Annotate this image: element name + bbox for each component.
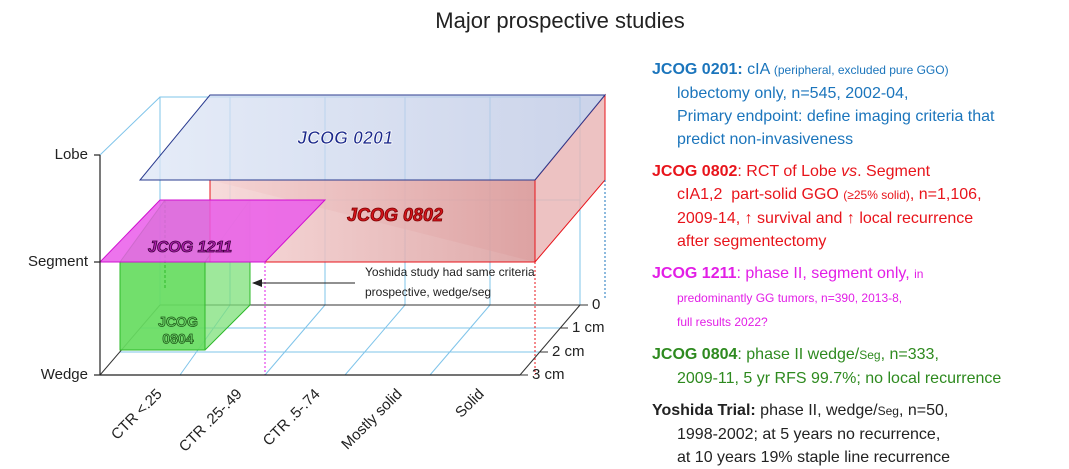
study-line: 2009-11, 5 yr RFS 99.7%; no local recurr… bbox=[652, 367, 1067, 390]
arrow-head bbox=[252, 279, 262, 287]
study-line: lobectomy only, n=545, 2002-04, bbox=[652, 82, 1067, 105]
depth-label: 3 cm bbox=[532, 366, 565, 383]
study-text: , n=1,106, bbox=[909, 186, 982, 203]
box-label: 0804 bbox=[162, 331, 193, 347]
study-text: 1998-2002; at 5 years no recurrence, bbox=[677, 426, 941, 443]
x-category-label: Mostly solid bbox=[338, 386, 405, 453]
study-text: full results 2022? bbox=[677, 315, 768, 329]
study-line: predominantly GG tumors, n=390, 2013-8, bbox=[652, 286, 1067, 310]
study-text: : RCT of Lobe bbox=[737, 163, 842, 180]
study-text: 2009-11, 5 yr RFS 99.7%; no local recurr… bbox=[677, 370, 1002, 387]
box-jcog-0802 bbox=[209, 93, 606, 375]
front-axis bbox=[94, 154, 520, 376]
depth-label: 2 cm bbox=[552, 343, 585, 360]
study-line: after segmentectomy bbox=[652, 230, 1067, 253]
y-level-label: Segment bbox=[28, 253, 89, 270]
x-category-label: CTR .25-.49 bbox=[176, 386, 246, 456]
box-label: JCOG 0802 bbox=[347, 205, 443, 225]
y-level-label: Wedge bbox=[41, 366, 88, 383]
study-entry: JCOG 0201: cIA (peripheral, excluded pur… bbox=[652, 58, 1067, 151]
study-text: JCOG 0802 bbox=[652, 163, 738, 180]
study-text: vs bbox=[841, 163, 858, 180]
x-category-label: Solid bbox=[452, 386, 488, 422]
study-line: cIA1,2 part-solid GGO (≥25% solid), n=1,… bbox=[652, 183, 1067, 207]
study-line: at 10 years 19% staple line recurrence bbox=[652, 446, 1067, 469]
box-label: JCOG 0201 bbox=[297, 128, 393, 148]
plane-jcog-0201 bbox=[138, 94, 607, 181]
study-text: after segmentectomy bbox=[677, 233, 827, 250]
study-text: (≥25% solid) bbox=[843, 188, 910, 202]
study-text: phase II, wedge/ bbox=[755, 402, 878, 419]
study-text: : phase II wedge/ bbox=[737, 346, 860, 363]
study-line: full results 2022? bbox=[652, 310, 1067, 334]
slide-title: Major prospective studies bbox=[435, 8, 685, 33]
study-text: predict non-invasiveness bbox=[677, 131, 854, 148]
study-entry: Yoshida Trial: phase II, wedge/Seg, n=50… bbox=[652, 399, 1067, 469]
study-text: cIA1,2 part-solid GGO bbox=[677, 186, 844, 203]
study-text: cIA bbox=[742, 61, 774, 78]
study-line: predict non-invasiveness bbox=[652, 128, 1067, 151]
study-text: , n=50, bbox=[898, 402, 949, 419]
annotation-text: Yoshida study had same criteria bbox=[365, 265, 535, 279]
study-line: JCOG 0802: RCT of Lobe vs. Segment bbox=[652, 160, 1067, 183]
study-text: Primary endpoint: define imaging criteri… bbox=[677, 108, 995, 125]
study-diagram: Lobe Segment Wedge CTR <.25 CTR .25-.49 CTR .… bbox=[28, 93, 607, 456]
study-list: JCOG 0201: cIA (peripheral, excluded pur… bbox=[652, 58, 1067, 469]
study-text: Seg bbox=[877, 404, 899, 418]
depth-label: 0 bbox=[592, 296, 600, 313]
study-text: . Segment bbox=[857, 163, 931, 180]
study-entry: JCOG 0804: phase II wedge/Seg, n=333, 200… bbox=[652, 343, 1067, 390]
study-line: 1998-2002; at 5 years no recurrence, bbox=[652, 423, 1067, 446]
study-line: JCOG 0804: phase II wedge/Seg, n=333, bbox=[652, 343, 1067, 367]
study-line: JCOG 0201: cIA (peripheral, excluded pur… bbox=[652, 58, 1067, 82]
study-text: : phase II, segment only, bbox=[736, 265, 915, 282]
study-text: Yoshida Trial: bbox=[652, 402, 756, 419]
study-text: JCOG 0804 bbox=[652, 346, 738, 363]
study-line: Yoshida Trial: phase II, wedge/Seg, n=50… bbox=[652, 399, 1067, 423]
study-entry: JCOG 1211: phase II, segment only, in pre… bbox=[652, 262, 1067, 334]
study-text: , n=333, bbox=[880, 346, 939, 363]
y-level-label: Lobe bbox=[55, 146, 88, 163]
study-text: JCOG 1211 bbox=[652, 265, 737, 282]
box-label: JCOG 1211 bbox=[148, 239, 232, 256]
box-label: JCOG bbox=[158, 314, 198, 330]
study-text: 2009-14, ↑ survival and ↑ local recurren… bbox=[677, 210, 974, 227]
study-line: Primary endpoint: define imaging criteri… bbox=[652, 105, 1067, 128]
study-entry: JCOG 0802: RCT of Lobe vs. Segment cIA1,2… bbox=[652, 160, 1067, 253]
x-category-label: CTR <.25 bbox=[108, 386, 166, 444]
study-text: at 10 years 19% staple line recurrence bbox=[677, 449, 951, 466]
study-line: 2009-14, ↑ survival and ↑ local recurren… bbox=[652, 207, 1067, 230]
x-category-label: CTR .5-.74 bbox=[260, 386, 324, 450]
study-text: Seg bbox=[859, 348, 881, 362]
plane-jcog-1211 bbox=[98, 199, 327, 263]
study-text: JCOG 0201: bbox=[652, 61, 743, 78]
study-text: lobectomy only, n=545, 2002-04, bbox=[677, 85, 909, 102]
annotation-text: prospective, wedge/seg bbox=[365, 285, 491, 299]
study-text: (peripheral, excluded pure GGO) bbox=[773, 63, 949, 77]
depth-label: 1 cm bbox=[572, 319, 605, 336]
study-text: predominantly GG tumors, n=390, 2013-8, bbox=[677, 291, 903, 305]
study-text: in bbox=[914, 267, 924, 281]
study-line: JCOG 1211: phase II, segment only, in bbox=[652, 262, 1067, 286]
